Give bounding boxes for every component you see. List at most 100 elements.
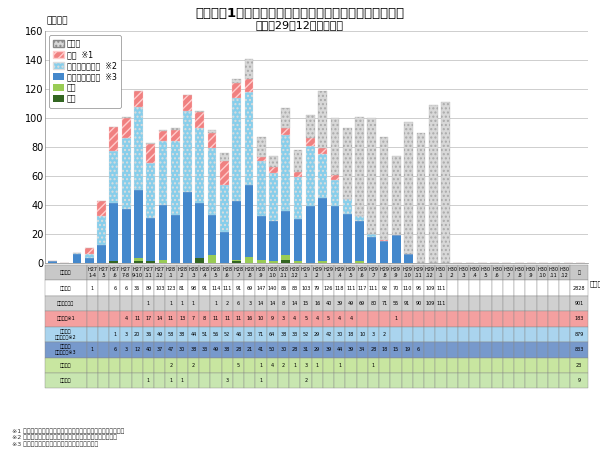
Bar (48, 261, 57, 263)
Bar (196, 203, 204, 258)
Bar (257, 137, 266, 157)
Bar (171, 128, 179, 130)
Bar (355, 216, 364, 221)
Bar (269, 261, 278, 263)
Text: ［申立年月］: ［申立年月］ (589, 280, 600, 286)
Bar (269, 221, 278, 261)
Bar (343, 128, 352, 199)
Bar (306, 138, 315, 145)
Bar (220, 162, 229, 185)
Bar (281, 260, 290, 263)
Bar (196, 111, 204, 112)
Bar (245, 92, 253, 185)
Bar (257, 216, 266, 260)
Bar (392, 156, 401, 235)
Bar (158, 260, 167, 263)
Bar (257, 157, 266, 162)
Bar (146, 261, 155, 263)
Bar (122, 117, 131, 118)
Bar (220, 185, 229, 232)
Bar (355, 261, 364, 263)
Legend: 審理中, 取消  ※1, 維持（訂正有）  ※2, 維持（訂正無）  ※3, 却下, 取下: 審理中, 取消 ※1, 維持（訂正有） ※2, 維持（訂正無） ※3, 却下, … (49, 35, 121, 108)
Bar (97, 201, 106, 216)
Bar (73, 254, 82, 263)
Bar (85, 254, 94, 258)
Bar (183, 95, 192, 111)
Bar (281, 211, 290, 255)
Bar (404, 123, 413, 254)
Bar (318, 91, 327, 149)
Bar (281, 255, 290, 260)
Bar (171, 141, 179, 215)
Bar (367, 234, 376, 237)
Bar (293, 219, 302, 261)
Bar (331, 175, 340, 180)
Bar (220, 153, 229, 162)
Bar (122, 138, 131, 209)
Bar (318, 149, 327, 154)
Bar (416, 132, 425, 263)
Bar (146, 218, 155, 261)
Bar (208, 255, 217, 263)
Bar (245, 185, 253, 257)
Bar (73, 252, 82, 254)
Bar (429, 105, 437, 263)
Bar (306, 145, 315, 206)
Bar (380, 137, 388, 240)
Bar (367, 237, 376, 263)
Bar (232, 79, 241, 84)
Bar (318, 154, 327, 198)
Bar (232, 261, 241, 263)
Bar (109, 151, 118, 203)
Bar (331, 118, 340, 175)
Bar (208, 130, 217, 132)
Bar (183, 111, 192, 192)
Text: （平成29年12月末時点）: （平成29年12月末時点） (256, 20, 344, 30)
Bar (158, 131, 167, 141)
Bar (281, 136, 290, 211)
Bar (109, 127, 118, 151)
Bar (122, 118, 131, 138)
Bar (146, 144, 155, 163)
Bar (367, 118, 376, 234)
Bar (355, 117, 364, 216)
Bar (146, 163, 155, 218)
Bar (245, 257, 253, 263)
Bar (257, 162, 266, 216)
Bar (232, 84, 241, 98)
Bar (331, 206, 340, 263)
Bar (220, 232, 229, 263)
Bar (208, 132, 217, 149)
Bar (293, 172, 302, 177)
Bar (134, 106, 143, 190)
Bar (109, 203, 118, 261)
Bar (146, 143, 155, 144)
Bar (196, 112, 204, 128)
Bar (134, 258, 143, 261)
Bar (269, 167, 278, 173)
Bar (245, 59, 253, 79)
Bar (122, 209, 131, 263)
Bar (318, 198, 327, 261)
Bar (343, 199, 352, 214)
Bar (134, 261, 143, 263)
Bar (97, 216, 106, 245)
Bar (183, 192, 192, 263)
Bar (158, 130, 167, 131)
Bar (232, 201, 241, 260)
Text: 【グラフ1】特許異議の申立年月毎の処理状況（速報値）: 【グラフ1】特許異議の申立年月毎の処理状況（速報値） (196, 7, 404, 20)
Bar (245, 79, 253, 92)
Bar (196, 128, 204, 203)
Bar (208, 149, 217, 215)
Bar (293, 261, 302, 263)
Bar (281, 128, 290, 136)
Bar (196, 258, 204, 263)
Text: ［件数］: ［件数］ (46, 17, 68, 26)
Bar (306, 206, 315, 263)
Bar (232, 98, 241, 201)
Bar (257, 260, 266, 263)
Bar (355, 221, 364, 261)
Bar (109, 261, 118, 263)
Bar (306, 115, 315, 138)
Bar (171, 130, 179, 141)
